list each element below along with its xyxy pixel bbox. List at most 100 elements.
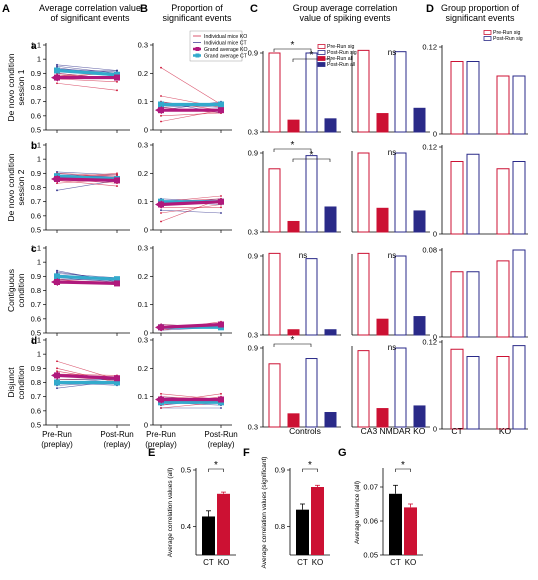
bar-pre-run-sig: [268, 363, 281, 428]
y-tick-label: 0: [433, 230, 437, 239]
bar-post-run-all: [413, 210, 426, 233]
individual-ct-line: [56, 180, 118, 191]
grand-average-ko-arrow: [51, 175, 58, 183]
y-tick-label: 0.9: [275, 466, 285, 475]
bar-pre-run-sig: [496, 168, 510, 235]
y-tick-label: 0: [433, 425, 437, 434]
y-tick-label: 0.6: [31, 211, 41, 220]
y-tick-label: 1.1: [31, 141, 41, 150]
bar-post-run-sig: [466, 61, 480, 135]
y-tick-label: 0.8: [275, 522, 285, 531]
legend-b-label: Grand average KO: [204, 47, 248, 53]
label-ca3-ko: CA3 NMDAR KO: [361, 426, 426, 436]
legend-c-swatch: [317, 56, 326, 61]
legend-c-swatch: [317, 44, 326, 49]
bar-pre-run-sig: [268, 52, 281, 133]
sig-star: *: [401, 460, 405, 471]
x-tick-label: CT: [390, 558, 401, 567]
y-tick-label: 0.9: [31, 272, 41, 281]
bar-post-run-sig: [305, 258, 318, 336]
y-tick-label: 0.3: [138, 41, 148, 50]
individual-ko-point: [160, 220, 162, 223]
y-tick-label: 0.5: [31, 126, 41, 135]
label-controls: Controls: [289, 426, 321, 436]
bar-post-run-all: [324, 329, 337, 336]
individual-ko-point: [56, 82, 58, 85]
panel-g: 0.05 0.06 0.07 CT KO * Average variance (all): [354, 460, 423, 567]
grand-average-ko-line: [56, 177, 118, 183]
grand-average-ko-arrow: [51, 278, 58, 286]
legend-d-label: Post-Run sig: [493, 36, 523, 42]
y-tick-label: 0.5: [31, 329, 41, 338]
individual-ko-point: [160, 212, 162, 214]
y-tick-label: 0.8: [31, 286, 41, 295]
header-line2: significant events: [162, 13, 232, 23]
individual-ko-line: [56, 180, 118, 187]
sig-bracket: [273, 148, 312, 152]
y-tick-label: 0.1: [138, 392, 148, 401]
y-tick-label: 0.3: [248, 423, 258, 432]
individual-ct-point: [56, 189, 58, 192]
header-a-text: Average correlation value: [39, 3, 141, 13]
bar-post-run-all: [324, 206, 337, 233]
bar-post-run-sig: [394, 152, 407, 233]
y-tick-label: 0.05: [363, 551, 378, 560]
y-tick-label: 0.5: [31, 421, 41, 430]
grand-average-ko-line: [160, 322, 222, 329]
individual-ct-point: [220, 212, 222, 214]
panel-letter-f: F: [243, 447, 250, 459]
y-tick-label: 1: [37, 55, 41, 64]
grand-average-ko-arrow: [155, 395, 162, 404]
panel-letter-b: B: [140, 3, 148, 15]
individual-ko-line: [160, 67, 222, 105]
sig-bracket: [302, 468, 318, 472]
y-tick-label: 0: [144, 329, 148, 338]
bar-post-run-sig: [512, 161, 526, 235]
label-d-ct: CT: [451, 426, 462, 436]
legend-c-label: Post-Run all: [327, 62, 355, 68]
bar-pre-run-all: [376, 113, 389, 133]
bar-post-run-sig: [466, 356, 480, 430]
y-tick-label: 0.8: [31, 83, 41, 92]
y-tick-label: 0.06: [363, 517, 378, 526]
individual-ko-point: [160, 407, 162, 409]
individual-ko-point: [116, 185, 118, 187]
grand-average-ct-marker: [218, 101, 224, 108]
y-tick-label: 0.4: [181, 522, 191, 531]
row-label-line: session 1: [16, 69, 26, 105]
individual-ct-point: [160, 209, 162, 212]
individual-ko-point: [56, 370, 58, 373]
row-letter: c: [31, 244, 37, 255]
grand-average-ct-marker: [54, 273, 60, 280]
header-line2: value of spiking events: [299, 13, 391, 23]
bar-pre-run-all: [376, 318, 389, 336]
individual-ct-line: [56, 64, 118, 71]
individual-ko-point: [116, 172, 118, 175]
grand-average-ct-marker: [54, 67, 60, 74]
bar-pre-run-sig: [357, 252, 370, 336]
x-label-sub: (replay): [103, 440, 130, 449]
individual-ko-point: [160, 120, 162, 123]
bar-post-run-sig: [512, 75, 526, 135]
sig-bracket: [395, 468, 411, 472]
grand-average-ko-marker: [114, 280, 120, 287]
y-tick-label: 0: [433, 130, 437, 139]
legend-b-label: Individual mice KO: [204, 34, 247, 40]
individual-ko-point: [160, 114, 162, 117]
bar-pre-run-sig: [450, 348, 464, 430]
individual-ko-line: [56, 78, 118, 83]
bar-pre-run-all: [287, 413, 300, 428]
bar-post-run-sig: [512, 345, 526, 430]
header-d: Group proportion of significant events: [441, 3, 520, 23]
legend-c-label: Post-Run sig: [327, 50, 357, 56]
y-tick-label: 0.7: [31, 300, 41, 309]
individual-ko-point: [220, 392, 222, 395]
individual-ct-point: [56, 65, 58, 68]
sig-ns: ns: [388, 148, 396, 157]
x-label-sub: (preplay): [145, 440, 177, 449]
header-c-text: Group average correlation: [293, 3, 398, 13]
y-tick-label: 0.2: [138, 364, 148, 373]
y-tick-label: 0.6: [31, 406, 41, 415]
x-tick-label: KO: [218, 558, 230, 567]
y-axis-label-group: Average correlation values (significant): [261, 457, 268, 569]
